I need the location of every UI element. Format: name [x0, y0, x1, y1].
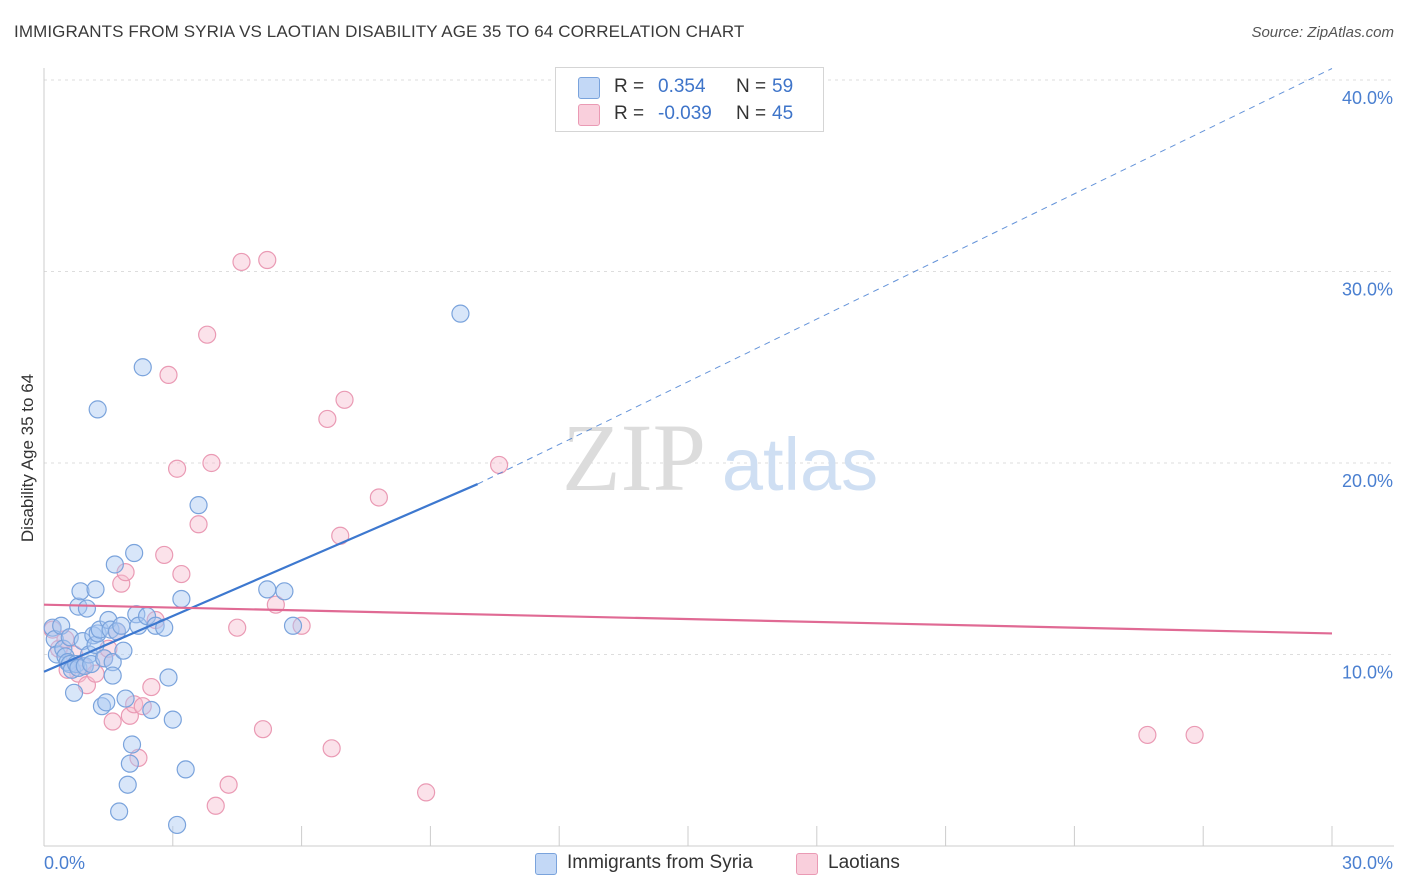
n-value: 59 [772, 76, 794, 97]
syria-swatch [578, 77, 600, 99]
point-laotians [142, 677, 161, 697]
point-laotians [120, 706, 139, 725]
point-syria [110, 802, 129, 821]
series-syria [43, 304, 470, 835]
point-laotians [198, 325, 217, 344]
point-syria [167, 815, 187, 835]
point-laotians [206, 796, 225, 815]
point-syria [133, 358, 152, 377]
syria-legend-swatch [535, 853, 557, 875]
legend-label-laotians: Laotians [828, 852, 900, 873]
point-syria [172, 589, 191, 609]
point-laotians [258, 250, 277, 270]
point-laotians [417, 783, 436, 802]
trend-syria [43, 483, 479, 673]
point-syria [120, 754, 139, 773]
point-laotians [155, 545, 174, 565]
point-laotians [103, 712, 122, 731]
r-value: -0.039 [658, 103, 712, 124]
point-syria [258, 580, 277, 599]
point-syria [451, 304, 470, 323]
correlation-legend: R = 0.354 N = 59 R = -0.039 N = 45 [555, 67, 824, 132]
point-syria [75, 656, 94, 676]
point-syria [122, 735, 142, 754]
point-syria [103, 653, 122, 672]
n-label: N = [736, 103, 767, 124]
n-label: N = [736, 76, 767, 97]
point-laotians [202, 453, 221, 473]
point-syria [112, 616, 131, 635]
point-laotians [322, 739, 341, 758]
tick-labels: 10.0% 20.0% 30.0% 40.0% 0.0% 30.0% [44, 88, 1393, 873]
point-syria [283, 616, 303, 635]
point-laotians [318, 409, 337, 429]
point-syria [101, 620, 120, 639]
n-value: 45 [772, 103, 794, 124]
point-laotians [489, 455, 509, 475]
watermark-zip: ZIP [562, 404, 706, 511]
r-label: R = [614, 76, 645, 97]
series-laotians [43, 250, 1204, 815]
series-legend: Immigrants from Syria Laotians [0, 851, 1406, 877]
point-laotians [133, 697, 152, 716]
y-tick-label: 40.0% [1342, 88, 1393, 108]
point-laotians [167, 459, 187, 478]
point-syria [142, 700, 161, 720]
point-syria [103, 666, 122, 685]
point-syria [125, 543, 144, 563]
axes [43, 68, 1394, 847]
point-syria [159, 668, 178, 687]
point-syria [95, 649, 114, 668]
y-tick-label: 20.0% [1342, 471, 1393, 491]
point-syria [118, 775, 137, 794]
laotians-swatch [578, 104, 600, 126]
point-syria [114, 641, 133, 660]
point-laotians [253, 720, 273, 739]
r-label: R = [614, 103, 645, 124]
laotians-legend-swatch [796, 853, 818, 875]
point-laotians [172, 564, 191, 584]
point-syria [77, 599, 97, 618]
point-laotians [232, 252, 251, 272]
point-laotians [159, 365, 178, 385]
point-laotians [335, 390, 354, 409]
chart-source: Source: ZipAtlas.com [1251, 24, 1394, 41]
legend-label-syria: Immigrants from Syria [567, 852, 753, 873]
trend-syria-extension [477, 68, 1333, 485]
x-tick-label-min: 0.0% [44, 853, 85, 873]
point-syria [64, 683, 84, 702]
point-syria [275, 582, 294, 601]
point-syria [176, 760, 195, 779]
point-laotians [189, 515, 208, 534]
point-syria [71, 582, 90, 601]
chart-title: IMMIGRANTS FROM SYRIA VS LAOTIAN DISABIL… [14, 22, 745, 41]
y-tick-label: 10.0% [1342, 663, 1393, 683]
point-syria [105, 555, 124, 574]
point-laotians [1185, 725, 1204, 745]
grid-lines [44, 79, 1394, 655]
point-syria [97, 693, 116, 712]
x-tick-label-max: 30.0% [1342, 853, 1393, 873]
point-syria [86, 580, 105, 599]
point-laotians [228, 618, 247, 637]
point-laotians [1138, 725, 1157, 745]
point-syria [163, 710, 182, 729]
trend-laotians [43, 603, 1333, 635]
point-laotians [112, 574, 131, 593]
trend-lines [43, 68, 1333, 673]
point-syria [189, 496, 208, 515]
watermark: ZIP atlas [562, 404, 878, 511]
watermark-atlas: atlas [722, 423, 878, 506]
point-syria [116, 689, 135, 708]
r-value: 0.354 [658, 76, 706, 97]
point-syria [88, 400, 107, 419]
point-laotians [219, 775, 238, 794]
point-laotians [369, 488, 388, 507]
y-tick-label: 30.0% [1342, 280, 1393, 300]
